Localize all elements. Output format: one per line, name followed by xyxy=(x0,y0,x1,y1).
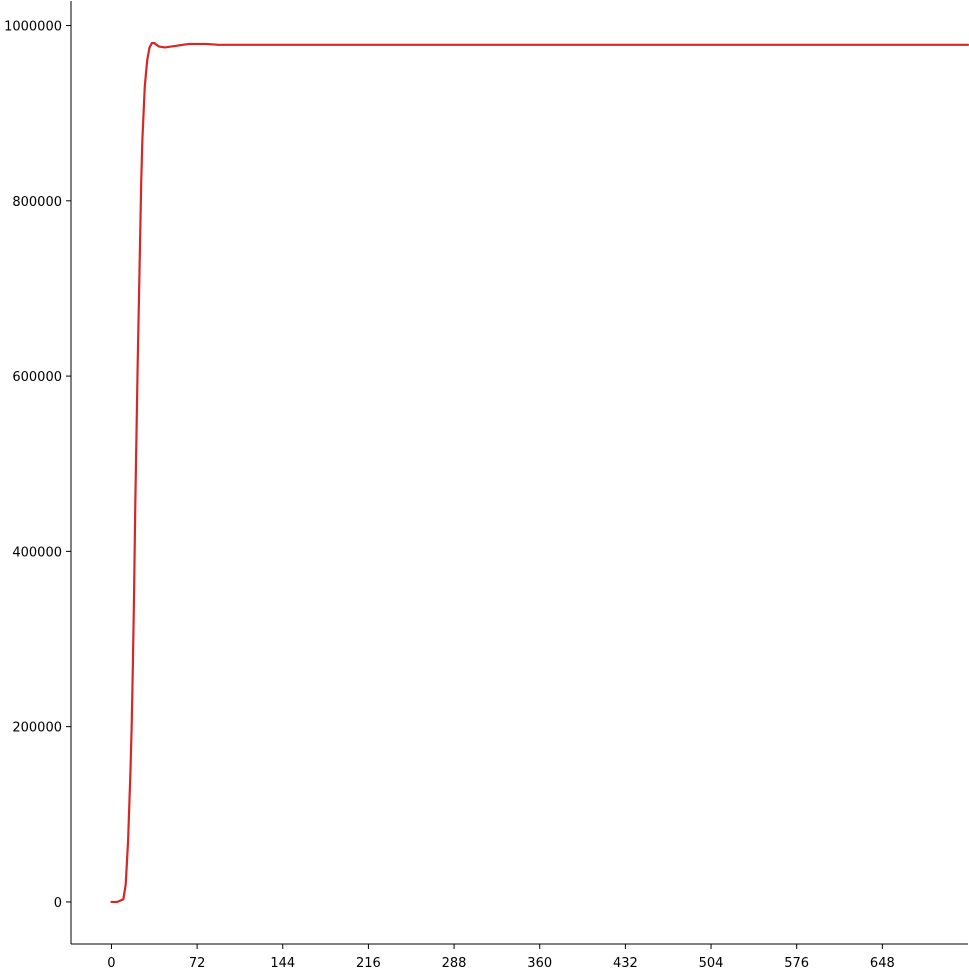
x-tick-label: 216 xyxy=(356,956,381,969)
y-tick-label: 800000 xyxy=(12,195,62,210)
series-line xyxy=(110,41,969,904)
series-layer xyxy=(110,41,969,904)
x-tick-label: 72 xyxy=(189,956,206,969)
y-tick-label: 200000 xyxy=(12,721,62,736)
x-tick-label: 360 xyxy=(527,956,552,969)
x-tick-label: 288 xyxy=(442,956,467,969)
y-tick-label: 0 xyxy=(54,896,62,911)
x-tick-label: 504 xyxy=(699,956,724,969)
x-axis-ticks: 0 72 144 216 288 360 432 504 576 648 xyxy=(107,944,895,969)
y-axis-ticks: 0 200000 400000 600000 800000 1000000 xyxy=(4,20,71,911)
x-tick-label: 648 xyxy=(870,956,895,969)
x-tick-label: 0 xyxy=(107,956,115,969)
x-tick-label: 432 xyxy=(613,956,638,969)
y-tick-label: 400000 xyxy=(12,545,62,560)
y-tick-label: 600000 xyxy=(12,370,62,385)
x-tick-label: 144 xyxy=(270,956,295,969)
y-tick-label: 1000000 xyxy=(4,20,62,35)
x-tick-label: 576 xyxy=(784,956,809,969)
